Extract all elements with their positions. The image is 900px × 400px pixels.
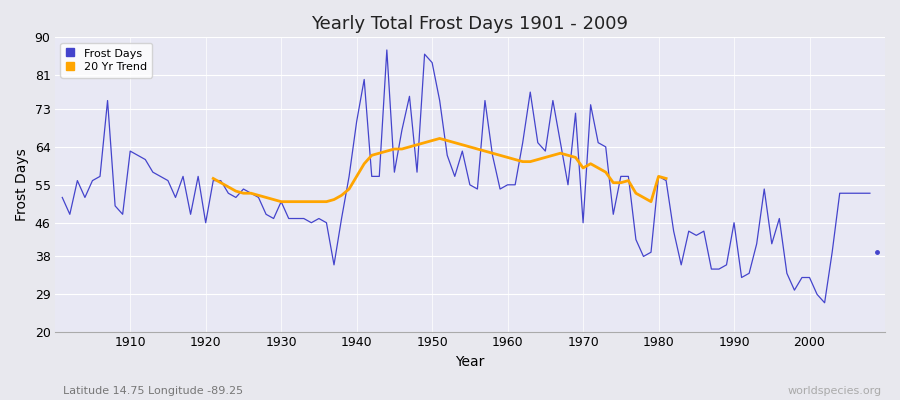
Legend: Frost Days, 20 Yr Trend: Frost Days, 20 Yr Trend [60,43,152,78]
X-axis label: Year: Year [455,355,484,369]
Y-axis label: Frost Days: Frost Days [15,148,29,221]
Text: worldspecies.org: worldspecies.org [788,386,882,396]
Title: Yearly Total Frost Days 1901 - 2009: Yearly Total Frost Days 1901 - 2009 [311,15,628,33]
Text: Latitude 14.75 Longitude -89.25: Latitude 14.75 Longitude -89.25 [63,386,243,396]
